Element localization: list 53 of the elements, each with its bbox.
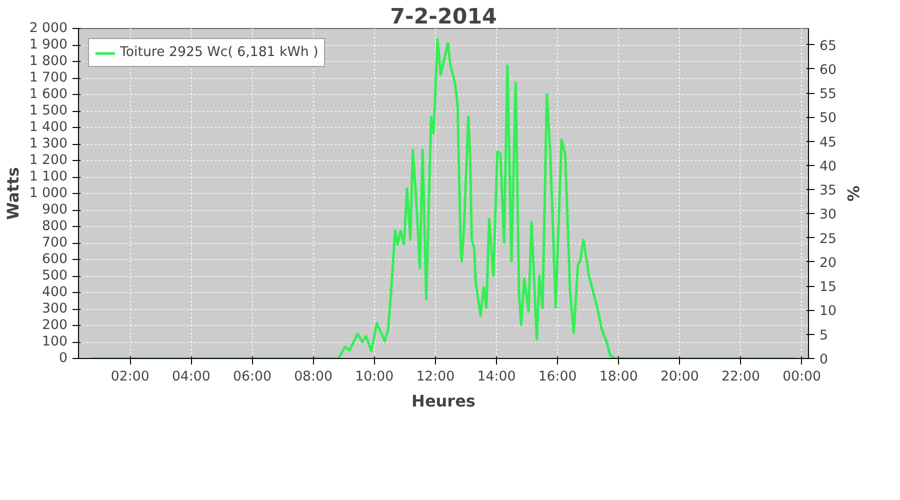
x-tick-label: 16:00 — [538, 370, 577, 384]
y2-axis-title: % — [843, 185, 862, 202]
y2-tick-label: 25 — [820, 232, 836, 247]
y-tick-label: 100 — [42, 334, 68, 350]
x-tick-label: 20:00 — [660, 370, 699, 384]
y2-tick-label: 5 — [820, 328, 828, 344]
y-tick-label: 1 100 — [29, 170, 68, 184]
y-tick-label: 300 — [42, 302, 68, 316]
y2-tick-label: 60 — [820, 62, 836, 78]
x-tick-label: 14:00 — [477, 370, 516, 384]
y2-tick-label: 10 — [820, 304, 836, 320]
y-tick-label: 1 800 — [29, 54, 68, 69]
x-axis-title: Heures — [412, 392, 476, 410]
y2-tick-label: 65 — [820, 38, 836, 54]
y-axis-title: Watts — [3, 167, 22, 220]
y-tick-label: 1 000 — [29, 186, 68, 201]
chart-title: 7-2-2014 — [390, 4, 497, 30]
y-tick-label: 1 400 — [29, 120, 68, 135]
x-tick-label: 04:00 — [172, 370, 210, 384]
x-tick-label: 22:00 — [722, 370, 760, 384]
y2-tick-label: 45 — [820, 135, 836, 150]
x-tick-label: 06:00 — [233, 370, 272, 384]
y2-tick-label: 15 — [820, 280, 836, 296]
y-tick-label: 1 500 — [29, 104, 68, 118]
y-tick-label: 900 — [42, 202, 68, 218]
y-tick-label: 0 — [59, 351, 68, 366]
y-tick-label: 600 — [42, 252, 68, 267]
y-tick-label: 1 300 — [29, 136, 68, 152]
y-tick-label: 200 — [42, 318, 68, 333]
y-tick-label: 500 — [42, 268, 68, 284]
y2-tick-label: 40 — [820, 159, 836, 174]
line-series — [90, 38, 796, 358]
y2-tick-label: 20 — [820, 256, 836, 271]
legend-label: Toiture 2925 Wc( 6,181 kWh ) — [120, 45, 318, 60]
y-tick-label: 1 900 — [29, 38, 68, 52]
x-tick-label: 00:00 — [782, 370, 821, 384]
x-tick-label: 08:00 — [294, 370, 332, 384]
y-tick-label: 1 200 — [29, 153, 68, 168]
y-tick-label: 800 — [42, 219, 68, 234]
x-tick-label: 18:00 — [599, 370, 638, 384]
y2-tick-label: 0 — [820, 352, 828, 368]
x-tick-label: 12:00 — [416, 370, 455, 384]
y2-tick-label: 50 — [820, 111, 836, 126]
x-tick-label: 02:00 — [110, 370, 150, 384]
y-tick-label: 400 — [42, 285, 68, 300]
y2-tick-label: 35 — [820, 184, 836, 199]
x-tick-label: 10:00 — [355, 370, 394, 384]
y2-tick-label: 55 — [820, 87, 836, 102]
y-tick-label: 1 600 — [29, 87, 68, 102]
y-tick-label: 2 000 — [29, 21, 68, 36]
y2-tick-label: 30 — [820, 208, 836, 223]
y-tick-label: 700 — [42, 236, 68, 250]
y-tick-label: 1 700 — [29, 70, 68, 86]
